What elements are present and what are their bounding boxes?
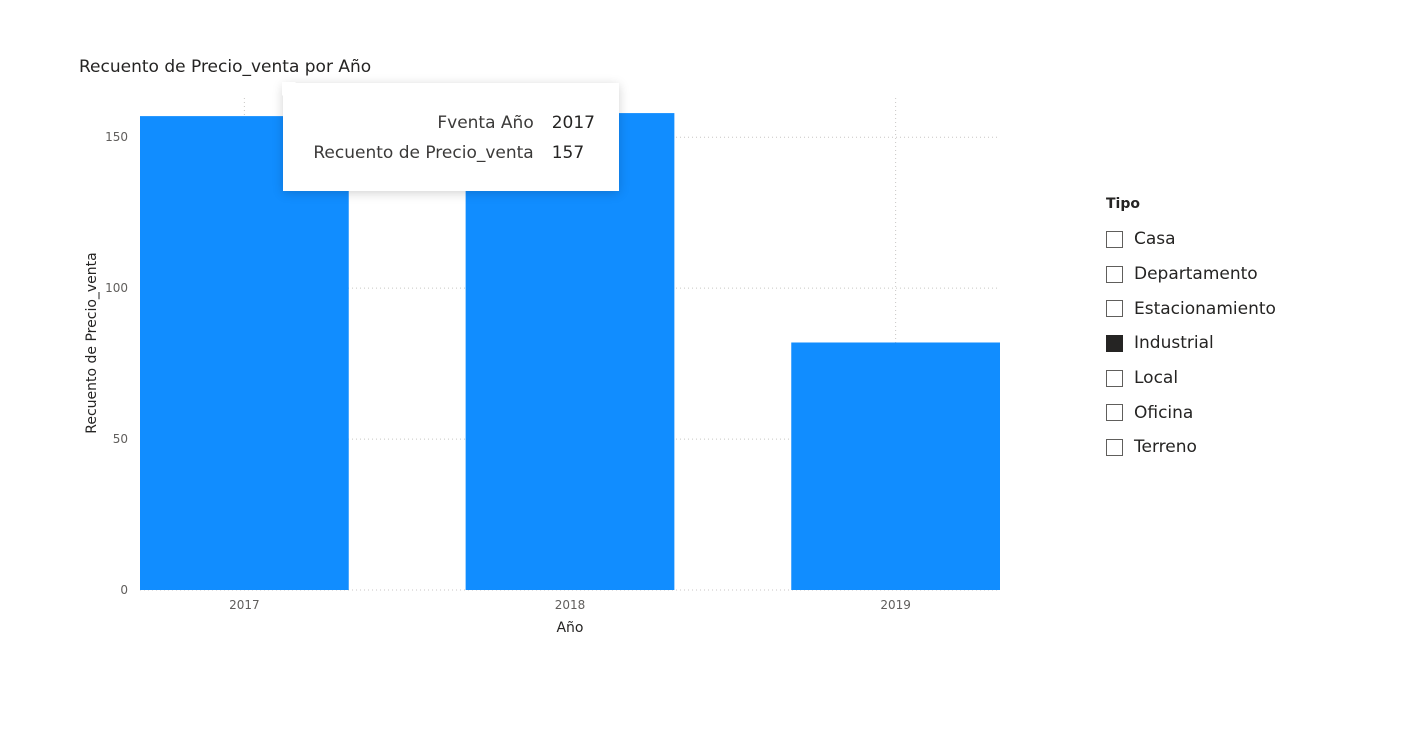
bar-2017[interactable] [140, 116, 349, 591]
legend-item-local[interactable]: Local [1106, 361, 1276, 396]
legend-item-oficina[interactable]: Oficina [1106, 395, 1276, 430]
checkbox-icon[interactable] [1106, 230, 1123, 248]
bar-2018[interactable] [465, 113, 675, 590]
x-axis-title: Año [556, 620, 583, 636]
tooltip-label: Recuento de Precio_venta [313, 143, 534, 163]
tooltip-label: Fventa Año [437, 113, 534, 133]
legend-item-label: Industrial [1134, 333, 1214, 354]
x-tick-label: 2017 [229, 598, 260, 612]
checkbox-icon[interactable] [1106, 404, 1123, 422]
tooltip-row: Fventa Año 2017 [313, 111, 595, 141]
legend-title: Tipo [1106, 196, 1140, 212]
legend-item-estacionamiento[interactable]: Estacionamiento [1106, 291, 1276, 326]
checkbox-icon[interactable] [1106, 265, 1123, 283]
tooltip-row: Recuento de Precio_venta 157 [313, 141, 595, 171]
legend-item-label: Oficina [1134, 402, 1194, 423]
legend-item-label: Terreno [1134, 437, 1197, 458]
y-tick-label: 150 [105, 130, 128, 144]
legend-item-label: Casa [1134, 229, 1176, 250]
tooltip: Fventa Año 2017 Recuento de Precio_venta… [282, 82, 619, 191]
tooltip-value: 2017 [551, 113, 595, 133]
chart-title: Recuento de Precio_venta por Año [79, 57, 372, 77]
x-tick-label: 2019 [880, 598, 911, 612]
y-tick-label: 50 [113, 432, 128, 446]
legend-item-terreno[interactable]: Terreno [1106, 430, 1276, 465]
legend-item-casa[interactable]: Casa [1106, 222, 1276, 257]
legend: Tipo Casa Departamento Estacionamiento I… [1106, 196, 1276, 465]
legend-item-departamento[interactable]: Departamento [1106, 257, 1276, 292]
legend-item-label: Estacionamiento [1134, 298, 1276, 319]
tooltip-value: 157 [551, 143, 585, 163]
legend-item-label: Departamento [1134, 264, 1258, 285]
checkbox-icon[interactable] [1106, 300, 1123, 318]
tooltip-table: Fventa Año 2017 Recuento de Precio_venta… [313, 111, 595, 171]
legend-item-industrial[interactable]: Industrial [1106, 326, 1276, 361]
x-tick-label: 2018 [555, 598, 586, 612]
y-axis-title: Recuento de Precio_venta [84, 252, 100, 433]
checkbox-icon[interactable] [1106, 334, 1123, 352]
y-tick-label: 100 [105, 281, 128, 295]
bar-2019[interactable] [791, 342, 1000, 590]
tooltip-pointer [282, 82, 296, 96]
bar-chart: 0 50 100 150 2017 2018 2019 Año Recuento de Prec… [84, 98, 1000, 636]
checkbox-icon[interactable] [1106, 369, 1123, 387]
checkbox-icon[interactable] [1106, 438, 1123, 456]
legend-item-label: Local [1134, 368, 1179, 389]
y-tick-label: 0 [120, 583, 128, 597]
